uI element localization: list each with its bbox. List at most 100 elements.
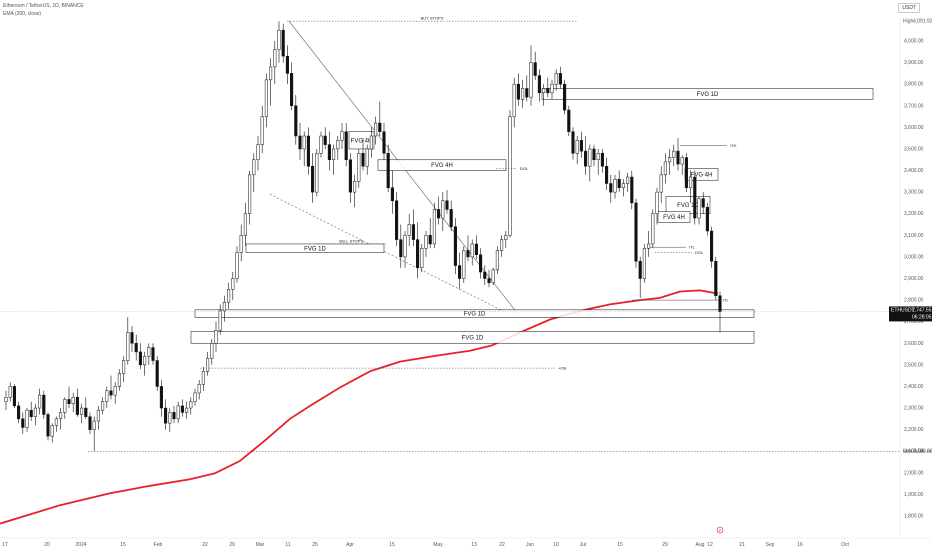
candle-up [33, 407, 37, 417]
x-tick-label: 10 [553, 542, 559, 548]
candle-down [88, 416, 92, 430]
candle-down [155, 360, 159, 387]
candle-up [365, 148, 369, 167]
x-tick-label: 21 [739, 542, 745, 548]
candle-down [399, 239, 403, 258]
candle-down [466, 250, 470, 258]
candle-up [357, 153, 361, 182]
x-tick-label: 15 [389, 542, 395, 548]
y-tick-label: 3,800.00 [904, 82, 924, 88]
time-axis[interactable]: 17 20 2024 15 Feb 22 29 Mar 11 25 Apr 15 May 13 22 Jun 1… [2, 542, 849, 548]
candle-up [340, 131, 344, 141]
y-tick-label: 3,000.00 [904, 254, 924, 260]
annotation-label: DOL [695, 250, 704, 255]
candle-down [483, 271, 487, 279]
candle-down [378, 122, 382, 132]
candle-up [647, 243, 651, 249]
x-tick-label: 17 [2, 542, 8, 548]
candle-down [558, 73, 562, 85]
candle-up [231, 278, 235, 290]
candle-down [180, 405, 184, 413]
candle-up [374, 122, 378, 137]
candle-up [491, 269, 495, 284]
candle-up [210, 343, 214, 359]
fvg-zone-label: FVG 1D [697, 92, 719, 98]
x-tick-label: Aug [696, 542, 705, 548]
y-tick-label: 4,000.00 [904, 39, 924, 45]
candle-down [42, 394, 46, 415]
y-tick-label: 3,400.00 [904, 168, 924, 174]
fvg-zone [541, 88, 874, 100]
candle-down [584, 150, 588, 167]
candle-up [420, 248, 424, 268]
low-value: 2,100.00 [913, 449, 932, 455]
candle-down [458, 265, 462, 279]
y-tick-label: 3,500.00 [904, 146, 924, 152]
fvg-zone-label: FVG 4H [431, 163, 453, 169]
x-tick-label: 2024 [75, 542, 86, 548]
currency-label[interactable]: USDT [898, 3, 920, 13]
candle-down [29, 409, 33, 417]
candle-up [59, 412, 63, 420]
candle-down [533, 62, 537, 76]
y-tick-label: 2,200.00 [904, 427, 924, 433]
candle-up [206, 358, 210, 372]
candle-down [109, 390, 113, 396]
y-tick-label: 3,200.00 [904, 211, 924, 217]
fvg-zone [377, 159, 507, 171]
annotation-label: ITH [730, 143, 737, 148]
candle-up [441, 200, 445, 219]
candle-up [113, 386, 117, 396]
candle-up [470, 243, 474, 258]
candle-down [600, 153, 604, 167]
candle-down [159, 386, 163, 409]
candle-down [525, 88, 529, 98]
fvg-zone-label: FVG 1D [304, 246, 326, 252]
candle-down [453, 226, 457, 266]
candle-down [386, 153, 390, 189]
x-tick-label: 20 [44, 542, 50, 548]
candle-up [8, 386, 12, 398]
candles-layer [4, 21, 722, 452]
candle-up [550, 83, 554, 94]
candle-down [546, 88, 550, 94]
ema-line [0, 289, 719, 525]
candle-up [227, 289, 231, 303]
candle-up [252, 159, 256, 176]
candle-up [315, 153, 319, 193]
candle-up [432, 209, 436, 245]
candle-down [285, 55, 289, 74]
candle-up [500, 239, 504, 251]
x-tick-label: May [433, 542, 443, 548]
price-axis[interactable]: 1,800.00 1,900.00 2,000.00 2,100.00 2,200.00… [903, 19, 932, 520]
indicator-title[interactable]: EMA (200, close) [3, 11, 42, 17]
fvg-zone-label: FVG 4H [663, 215, 685, 221]
candle-up [185, 407, 189, 413]
candle-down [67, 399, 71, 404]
candle-down [537, 75, 541, 94]
candle-up [663, 161, 667, 176]
candle-down [437, 209, 441, 219]
svg-text:P: P [719, 528, 722, 533]
y-tick-label: 2,600.00 [904, 341, 924, 347]
candle-down [605, 165, 609, 184]
x-tick-label: 15 [617, 542, 623, 548]
candle-up [38, 394, 42, 409]
candle-up [668, 157, 672, 163]
candle-down [638, 260, 642, 279]
candle-up [689, 176, 693, 189]
y-tick-label: 2,300.00 [904, 406, 924, 412]
low-label: Low [903, 449, 913, 455]
x-tick-label: 13 [471, 542, 477, 548]
candle-up [260, 116, 264, 145]
candle-up [126, 332, 130, 361]
candle-down [298, 135, 302, 150]
flag-icon[interactable]: P [716, 526, 724, 534]
candle-down [630, 176, 634, 204]
candle-up [92, 420, 96, 430]
candle-down [323, 135, 327, 145]
candle-down [474, 243, 478, 255]
candle-up [176, 405, 180, 420]
